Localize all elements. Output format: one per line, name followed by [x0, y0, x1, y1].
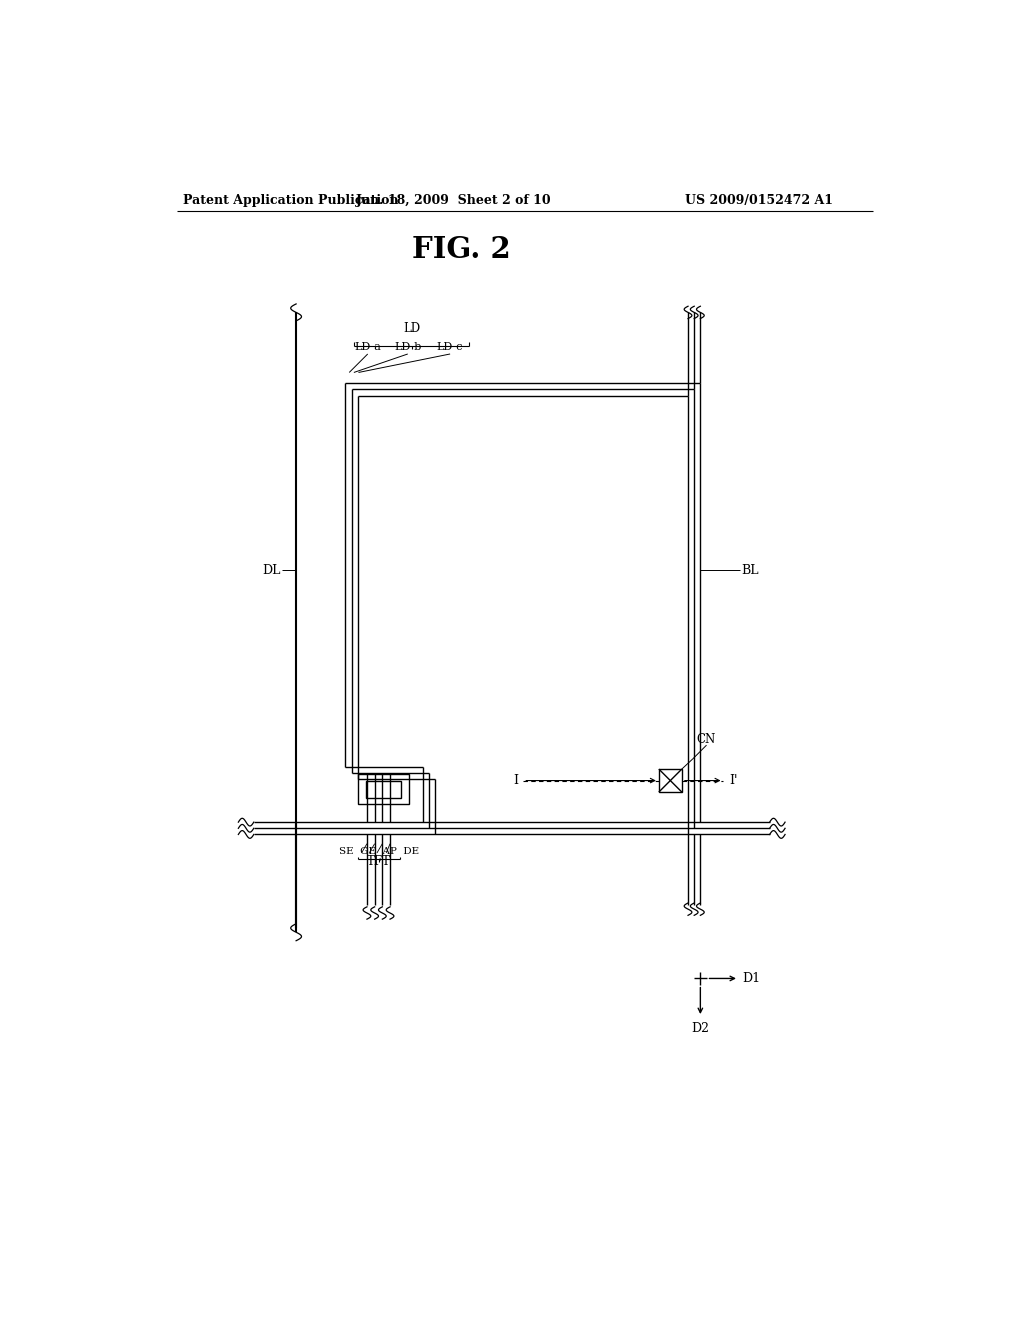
Text: BL: BL — [741, 564, 759, 577]
Text: CN: CN — [696, 733, 716, 746]
Text: LD-a: LD-a — [354, 342, 381, 352]
Text: D1: D1 — [742, 972, 761, 985]
Bar — [367, 780, 400, 797]
Text: FIG. 2: FIG. 2 — [413, 235, 511, 264]
Bar — [658, 770, 682, 792]
Text: LD: LD — [403, 322, 420, 335]
Text: I: I — [514, 774, 518, 787]
Text: TFT: TFT — [367, 855, 391, 869]
Bar — [358, 775, 409, 804]
Text: US 2009/0152472 A1: US 2009/0152472 A1 — [685, 194, 833, 207]
Text: LD-b: LD-b — [394, 342, 422, 352]
Text: I': I' — [729, 774, 737, 787]
Text: SE  GE  AP  DE: SE GE AP DE — [339, 847, 420, 857]
Text: D2: D2 — [691, 1022, 710, 1035]
Text: DL: DL — [262, 564, 281, 577]
Text: Jun. 18, 2009  Sheet 2 of 10: Jun. 18, 2009 Sheet 2 of 10 — [356, 194, 552, 207]
Text: Patent Application Publication: Patent Application Publication — [183, 194, 398, 207]
Text: LD-c: LD-c — [437, 342, 463, 352]
